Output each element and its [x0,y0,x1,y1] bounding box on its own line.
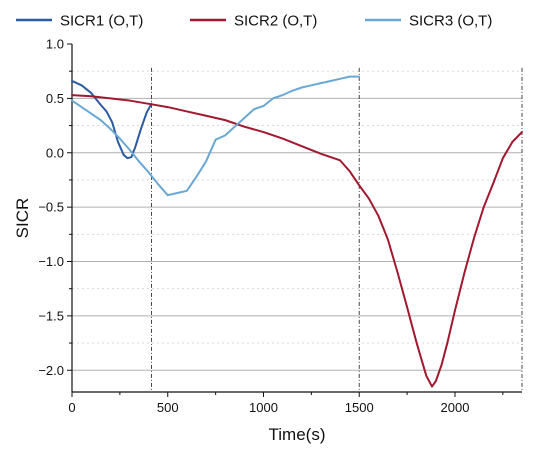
y-tick-label: −0.5 [38,200,64,215]
y-tick-label: −2.0 [38,363,64,378]
y-tick-label: 0.0 [46,145,64,160]
x-tick-label: 0 [68,400,75,415]
y-tick-label: −1.0 [38,254,64,269]
legend-item-1: SICR1 (O,T) [16,13,143,30]
x-tick-label: 1500 [345,400,374,415]
y-tick-label: −1.5 [38,308,64,323]
series-line-1 [71,79,153,160]
x-tick-label: 1000 [249,400,278,415]
series-line-3 [71,75,361,197]
x-axis-title: Time(s) [269,425,326,444]
grid [72,70,522,371]
legend-label: SICR1 (O,T) [60,13,143,30]
legend-label: SICR3 (O,T) [409,13,492,30]
x-tick-label: 500 [157,400,179,415]
series-lines [71,75,523,388]
legend-item-3: SICR3 (O,T) [365,13,492,30]
legend: SICR1 (O,T) SICR2 (O,T) SICR3 (O,T) [16,13,492,30]
x-tick-label: 2000 [441,400,470,415]
y-tick-label: 1.0 [46,37,64,52]
legend-label: SICR2 (O,T) [234,13,317,30]
series-line-2 [71,94,523,388]
axes: 1.0 0.5 0.0 −0.5 −1.0 −1.5 −2.0 0 500 1000 1500 200… [38,37,522,415]
reference-lines [151,67,523,392]
y-axis-title: SICR [13,198,32,239]
legend-item-2: SICR2 (O,T) [190,13,317,30]
y-tick-label: 0.5 [46,91,64,106]
